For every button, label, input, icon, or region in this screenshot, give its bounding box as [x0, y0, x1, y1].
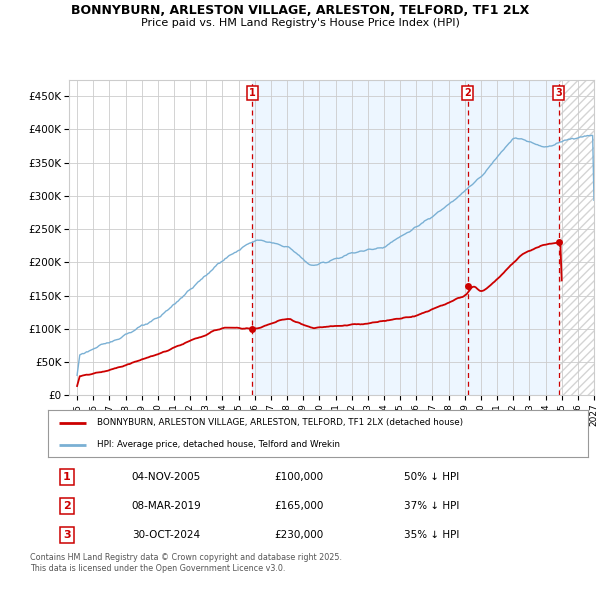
Text: 50% ↓ HPI: 50% ↓ HPI — [404, 471, 460, 481]
Text: 30-OCT-2024: 30-OCT-2024 — [132, 530, 200, 540]
Text: 04-NOV-2005: 04-NOV-2005 — [132, 471, 201, 481]
Text: £100,000: £100,000 — [275, 471, 324, 481]
Text: HPI: Average price, detached house, Telford and Wrekin: HPI: Average price, detached house, Telf… — [97, 440, 340, 449]
Text: 37% ↓ HPI: 37% ↓ HPI — [404, 501, 460, 511]
Text: £165,000: £165,000 — [275, 501, 324, 511]
Text: BONNYBURN, ARLESTON VILLAGE, ARLESTON, TELFORD, TF1 2LX (detached house): BONNYBURN, ARLESTON VILLAGE, ARLESTON, T… — [97, 418, 463, 427]
Text: 3: 3 — [556, 88, 562, 98]
Text: 35% ↓ HPI: 35% ↓ HPI — [404, 530, 460, 540]
Text: BONNYBURN, ARLESTON VILLAGE, ARLESTON, TELFORD, TF1 2LX: BONNYBURN, ARLESTON VILLAGE, ARLESTON, T… — [71, 4, 529, 17]
Text: 08-MAR-2019: 08-MAR-2019 — [132, 501, 202, 511]
Text: Price paid vs. HM Land Registry's House Price Index (HPI): Price paid vs. HM Land Registry's House … — [140, 18, 460, 28]
Text: £230,000: £230,000 — [275, 530, 324, 540]
Bar — [559, 80, 594, 395]
Text: 3: 3 — [63, 530, 71, 540]
Bar — [252, 80, 559, 395]
Text: 1: 1 — [249, 88, 256, 98]
Text: 1: 1 — [63, 471, 71, 481]
Bar — [559, 80, 594, 395]
Text: 2: 2 — [63, 501, 71, 511]
Text: 2: 2 — [464, 88, 471, 98]
Text: Contains HM Land Registry data © Crown copyright and database right 2025.
This d: Contains HM Land Registry data © Crown c… — [30, 553, 342, 573]
